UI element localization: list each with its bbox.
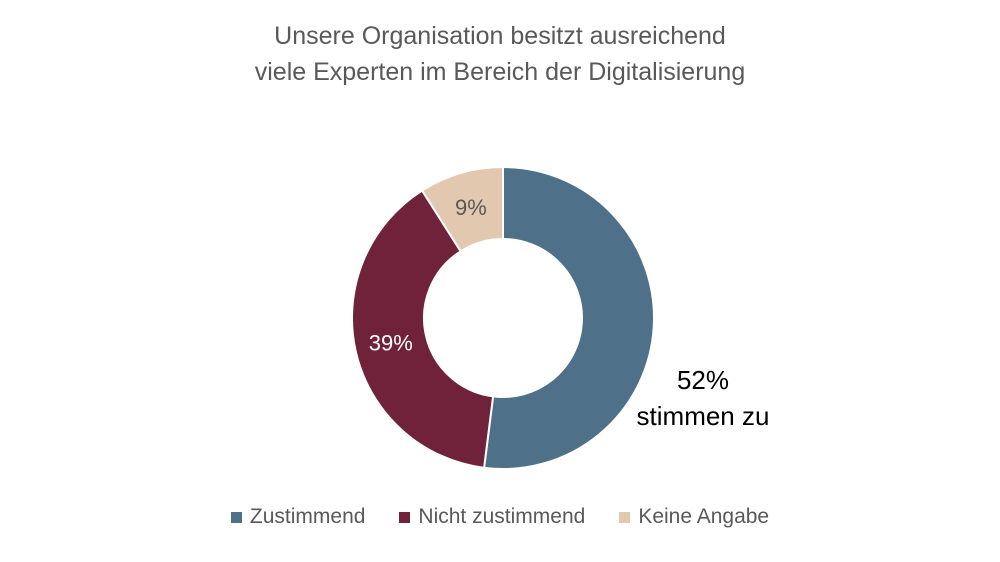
legend-item-keine-angabe[interactable]: Keine Angabe xyxy=(619,505,769,529)
donut-slice-zustimmend[interactable] xyxy=(482,165,655,470)
legend-swatch-zustimmend xyxy=(230,511,242,523)
slice-label-nicht-zustimmend: 39% xyxy=(369,331,413,356)
legend-item-zustimmend[interactable]: Zustimmend xyxy=(230,505,366,529)
chart-title: Unsere Organisation besitzt ausreichend … xyxy=(0,18,1000,90)
legend-label-keine-angabe: Keine Angabe xyxy=(638,505,770,528)
callout-annotation: 52% stimmen zu xyxy=(618,362,788,434)
donut-slice-nicht-zustimmend[interactable] xyxy=(351,189,495,469)
callout-value: 52% xyxy=(676,365,730,395)
legend-item-nicht-zustimmend[interactable]: Nicht zustimmend xyxy=(399,505,585,529)
legend-swatch-keine-angabe xyxy=(619,511,631,523)
legend-swatch-nicht-zustimmend xyxy=(399,511,411,523)
slice-label-keine-angabe: 9% xyxy=(455,195,487,220)
chart-title-line-1: Unsere Organisation besitzt ausreichend xyxy=(274,22,726,50)
chart-legend: Zustimmend Nicht zustimmend Keine Angabe xyxy=(0,505,1000,529)
callout-text: stimmen zu xyxy=(636,401,770,431)
legend-label-zustimmend: Zustimmend xyxy=(249,505,366,528)
donut-slice-keine-angabe[interactable] xyxy=(420,165,504,253)
legend-label-nicht-zustimmend: Nicht zustimmend xyxy=(418,505,586,528)
chart-title-line-2: viele Experten im Bereich der Digitalisi… xyxy=(254,58,746,86)
